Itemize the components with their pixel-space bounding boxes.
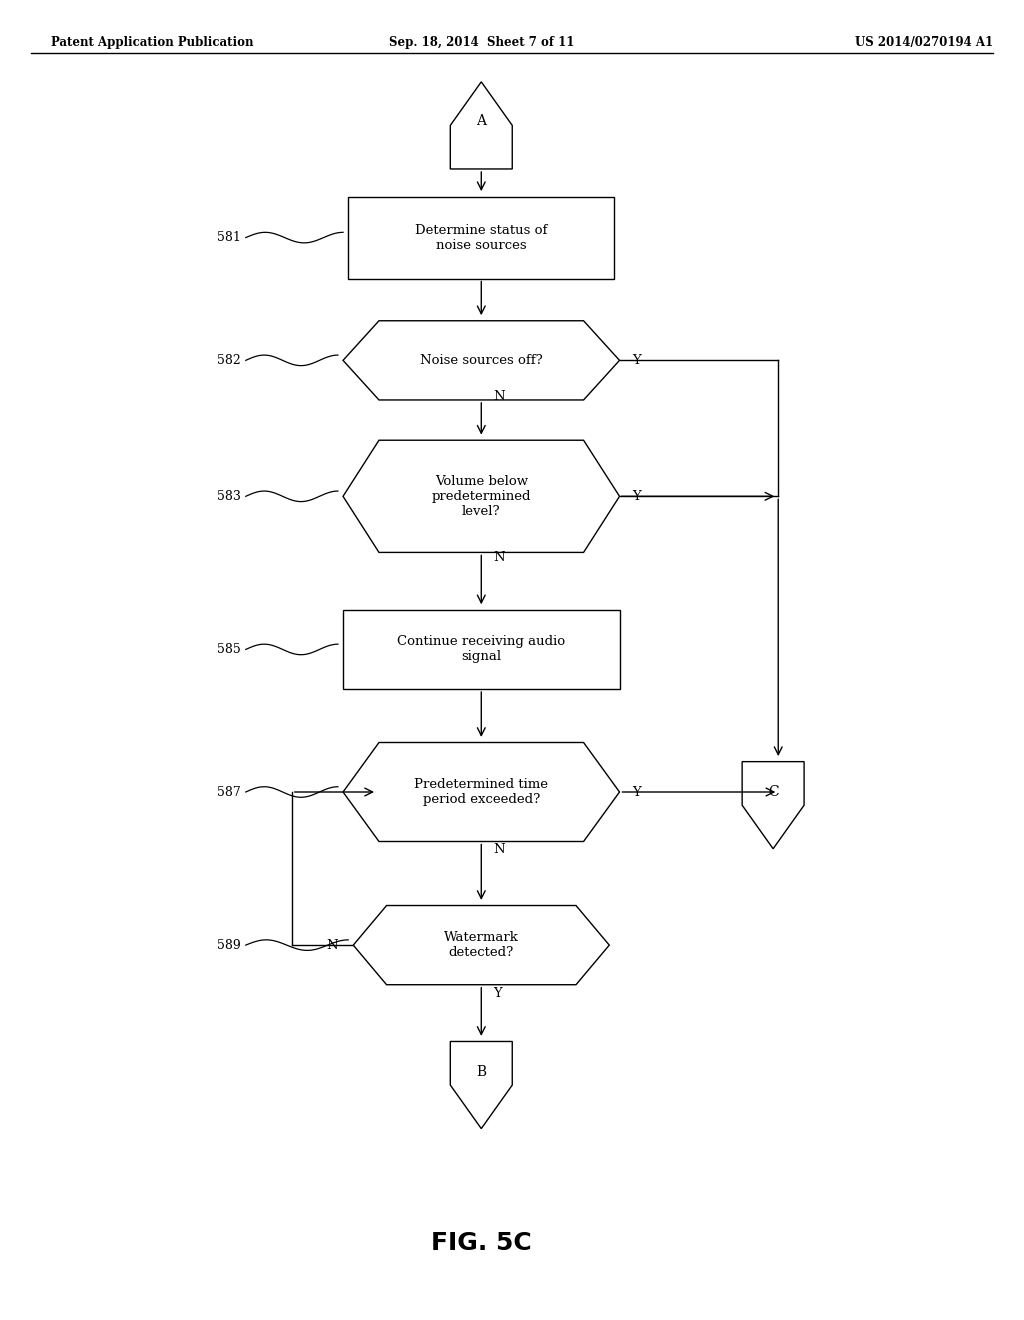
Text: 587: 587: [217, 785, 241, 799]
Text: Y: Y: [632, 490, 641, 503]
Text: 582: 582: [217, 354, 241, 367]
Text: N: N: [494, 550, 505, 564]
Text: 583: 583: [217, 490, 241, 503]
Text: Determine status of
noise sources: Determine status of noise sources: [415, 223, 548, 252]
Text: B: B: [476, 1065, 486, 1078]
Text: 589: 589: [217, 939, 241, 952]
Text: Sep. 18, 2014  Sheet 7 of 11: Sep. 18, 2014 Sheet 7 of 11: [388, 36, 574, 49]
Text: US 2014/0270194 A1: US 2014/0270194 A1: [855, 36, 993, 49]
Polygon shape: [353, 906, 609, 985]
Polygon shape: [451, 82, 512, 169]
Text: Patent Application Publication: Patent Application Publication: [51, 36, 254, 49]
Text: Noise sources off?: Noise sources off?: [420, 354, 543, 367]
Text: N: N: [327, 939, 338, 952]
Polygon shape: [742, 762, 804, 849]
Text: Predetermined time
period exceeded?: Predetermined time period exceeded?: [415, 777, 548, 807]
Text: Y: Y: [632, 354, 641, 367]
Text: Continue receiving audio
signal: Continue receiving audio signal: [397, 635, 565, 664]
FancyBboxPatch shape: [343, 610, 620, 689]
Text: Y: Y: [632, 785, 641, 799]
Text: Volume below
predetermined
level?: Volume below predetermined level?: [431, 475, 531, 517]
Polygon shape: [451, 1041, 512, 1129]
Text: N: N: [494, 843, 505, 857]
Text: FIG. 5C: FIG. 5C: [431, 1232, 531, 1255]
Polygon shape: [343, 321, 620, 400]
Text: N: N: [494, 389, 505, 403]
FancyBboxPatch shape: [348, 197, 614, 279]
Text: Watermark
detected?: Watermark detected?: [443, 931, 519, 960]
Text: C: C: [768, 785, 778, 799]
Text: A: A: [476, 114, 486, 128]
Polygon shape: [343, 742, 620, 842]
Text: 585: 585: [217, 643, 241, 656]
Text: 581: 581: [217, 231, 241, 244]
Polygon shape: [343, 441, 620, 552]
Text: Y: Y: [494, 987, 503, 999]
